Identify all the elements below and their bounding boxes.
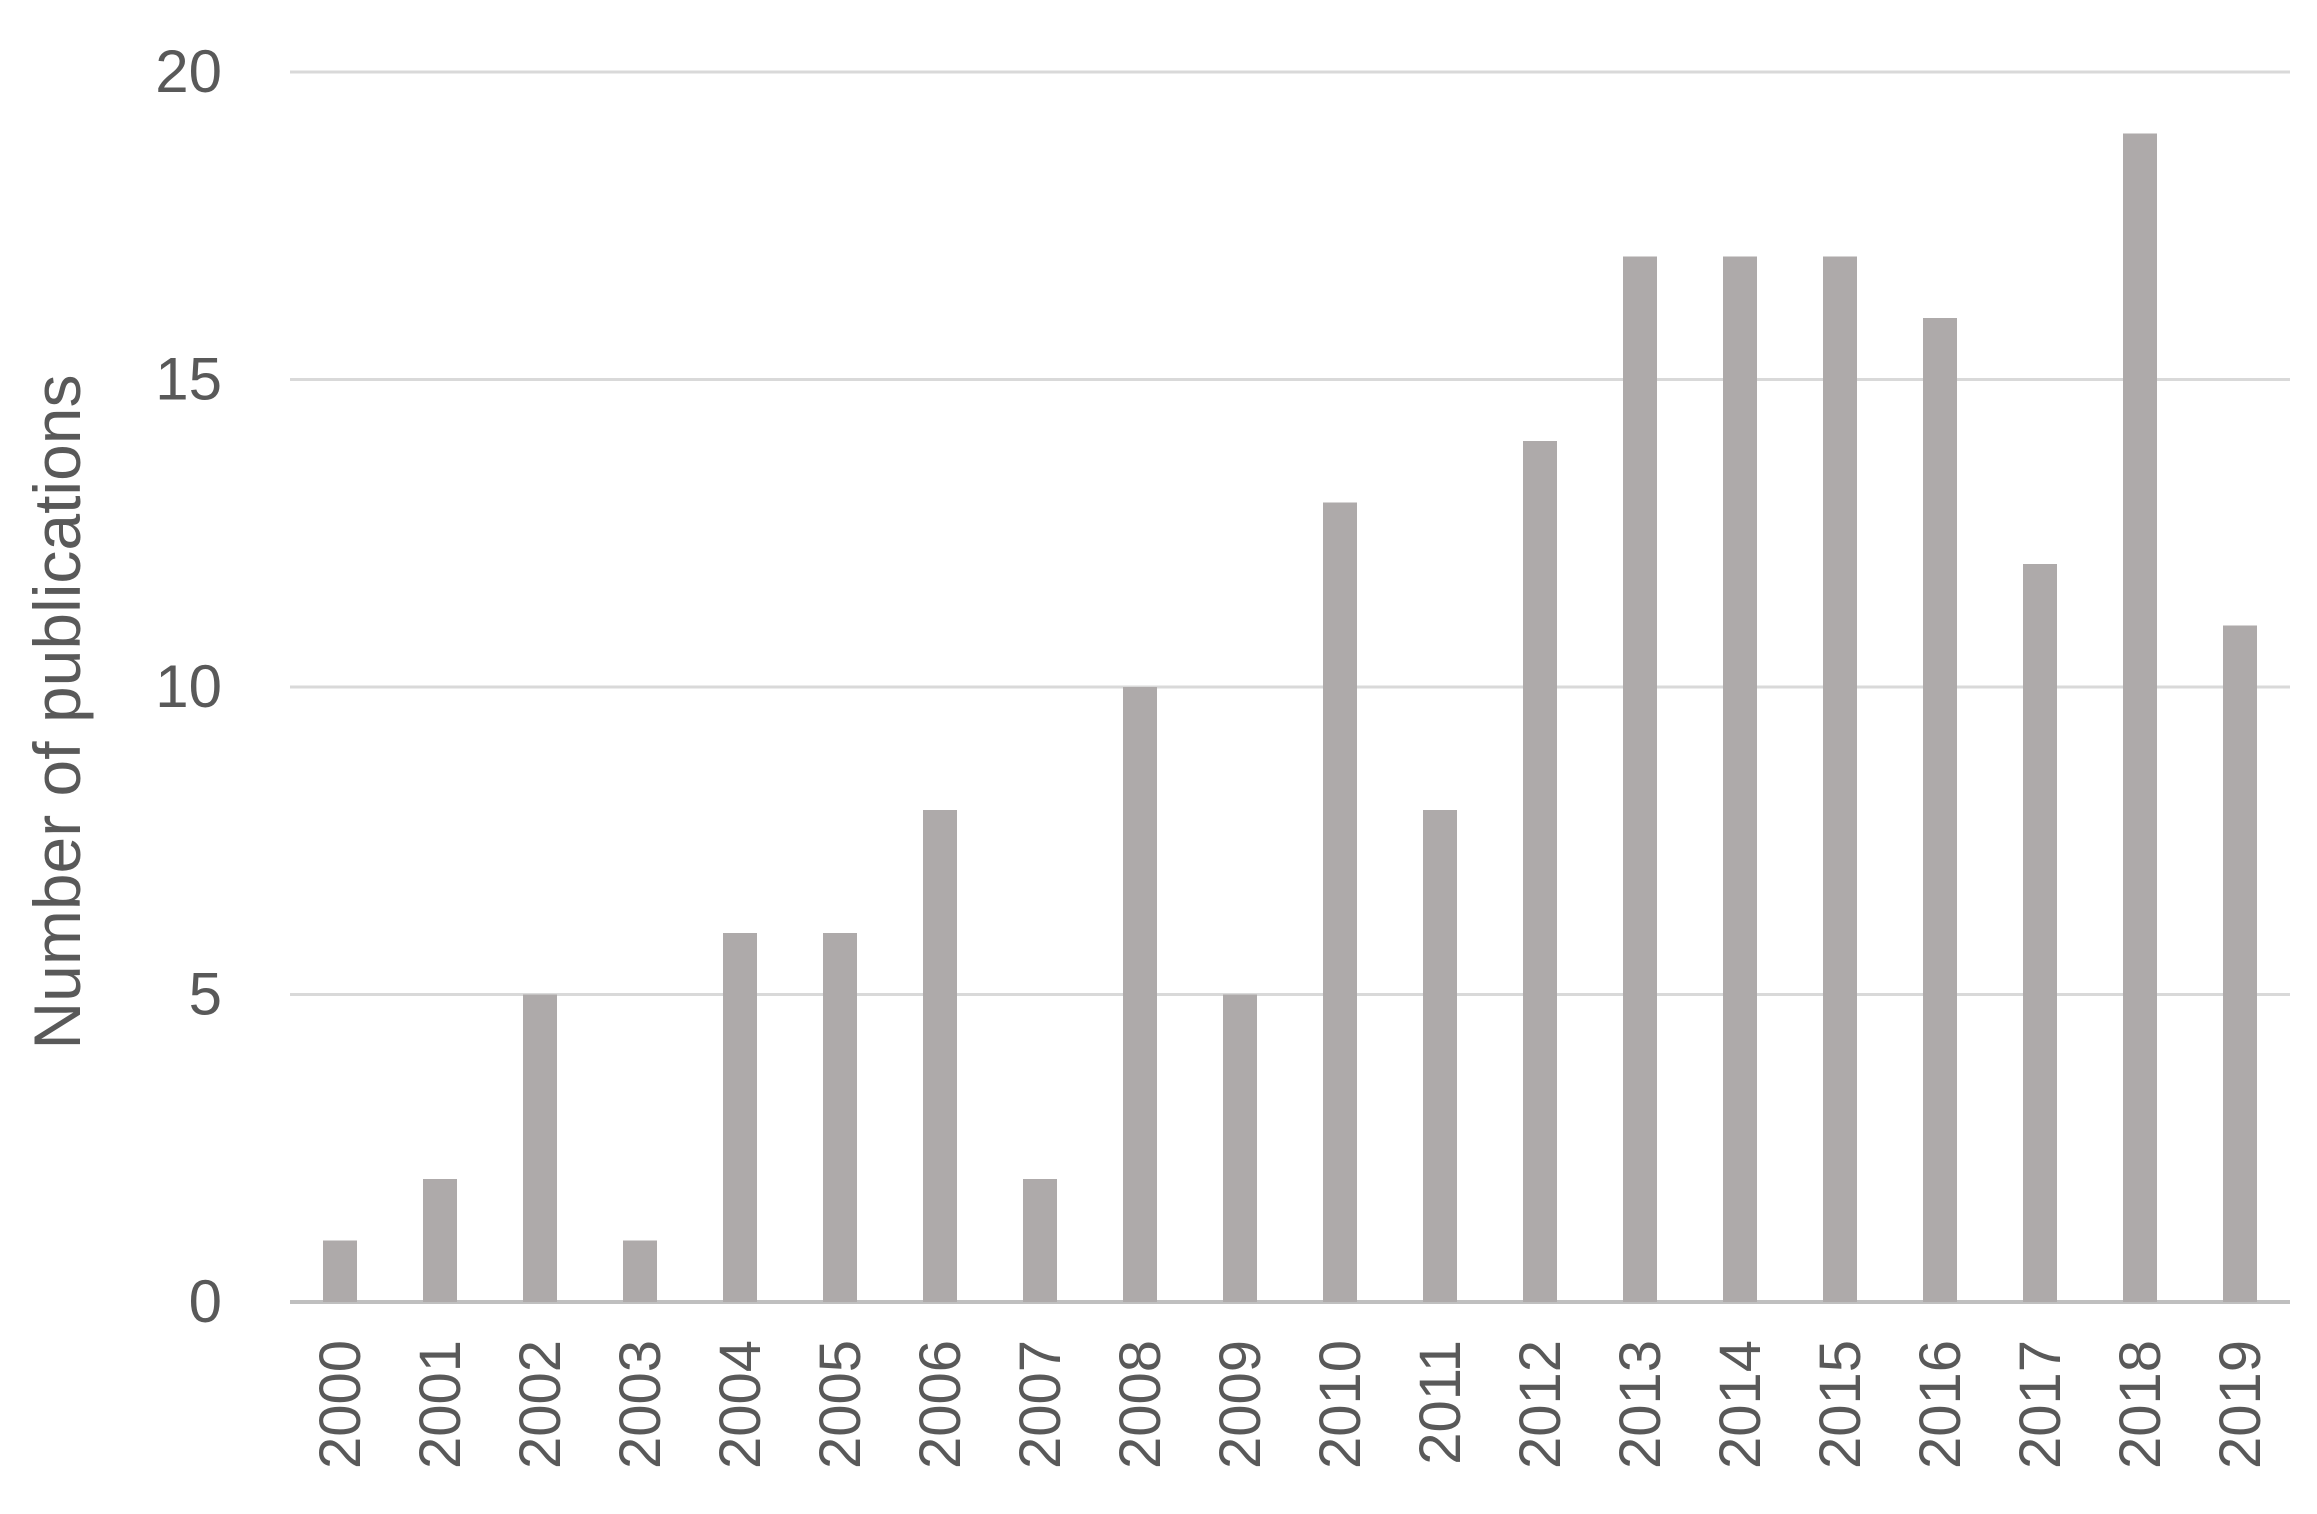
bar-2006	[923, 810, 957, 1302]
y-axis-title: Number of publications	[20, 374, 94, 1049]
bar-2009	[1223, 994, 1257, 1302]
x-tick-label: 2012	[1508, 1340, 1573, 1469]
bar-2011	[1423, 810, 1457, 1302]
x-tick-label: 2004	[708, 1340, 773, 1469]
x-tick-label: 2010	[1308, 1340, 1373, 1469]
y-tick-label: 10	[155, 653, 222, 720]
gridlines	[290, 70, 2290, 1304]
x-tick-label: 2019	[2208, 1340, 2273, 1469]
x-tick-label: 2011	[1408, 1340, 1473, 1465]
bar-2015	[1823, 256, 1857, 1302]
x-tick-label: 2003	[608, 1340, 673, 1469]
x-tick-label: 2000	[308, 1340, 373, 1469]
bar-2019	[2223, 625, 2257, 1302]
y-tick-label: 15	[155, 346, 222, 413]
y-tick-label: 5	[189, 961, 222, 1028]
bars	[323, 133, 2257, 1302]
bar-2018	[2123, 133, 2157, 1302]
x-tick-label: 2014	[1708, 1340, 1773, 1469]
bar-2001	[423, 1179, 457, 1302]
bar-2003	[623, 1240, 657, 1302]
bar-2005	[823, 933, 857, 1302]
y-tick-label: 20	[155, 38, 222, 105]
x-tick-label: 2005	[808, 1340, 873, 1469]
bar-2000	[323, 1240, 357, 1302]
x-axis-ticks: 2000 2001 2002 2003 2004 2005 2006 2007 2008 2009…	[308, 1340, 2273, 1469]
x-tick-label: 2016	[1908, 1340, 1973, 1469]
x-tick-label: 2002	[508, 1340, 573, 1469]
x-tick-label: 2017	[2008, 1340, 2073, 1469]
x-tick-label: 2009	[1208, 1340, 1273, 1469]
bar-2014	[1723, 256, 1757, 1302]
y-tick-label: 0	[189, 1268, 222, 1335]
bar-2013	[1623, 256, 1657, 1302]
bar-2016	[1923, 318, 1957, 1302]
bar-2002	[523, 994, 557, 1302]
bar-2007	[1023, 1179, 1057, 1302]
x-tick-label: 2015	[1808, 1340, 1873, 1469]
x-tick-label: 2006	[908, 1340, 973, 1469]
bar-2008	[1123, 687, 1157, 1302]
x-tick-label: 2018	[2108, 1340, 2173, 1469]
bar-2004	[723, 933, 757, 1302]
x-tick-label: 2008	[1108, 1340, 1173, 1469]
x-tick-label: 2007	[1008, 1340, 1073, 1469]
bar-2017	[2023, 564, 2057, 1302]
y-axis-ticks: 0 5 10 15 20	[155, 38, 222, 1335]
x-tick-label: 2001	[408, 1340, 473, 1469]
x-tick-label: 2013	[1608, 1340, 1673, 1469]
bar-2012	[1523, 441, 1557, 1302]
bar-2010	[1323, 502, 1357, 1302]
